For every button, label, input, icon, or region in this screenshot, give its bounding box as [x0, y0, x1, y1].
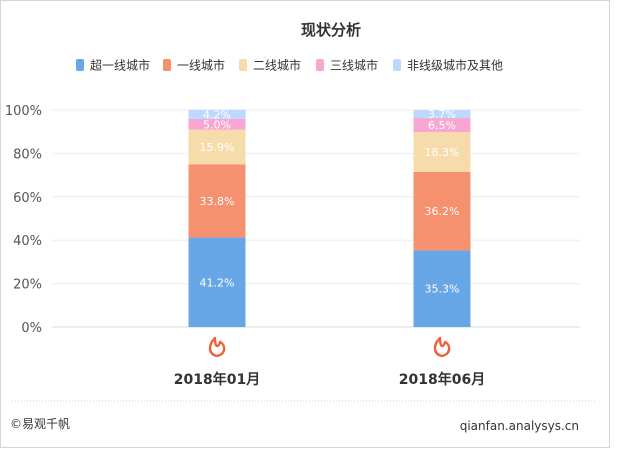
- x-axis: 2018年01月 2018年06月: [174, 336, 485, 388]
- data-label: 33.8%: [200, 195, 235, 208]
- data-label: 36.2%: [425, 205, 460, 218]
- y-tick-label: 0%: [21, 321, 42, 336]
- legend-label: 二线城市: [253, 58, 301, 73]
- flame-logo-icon: [208, 336, 226, 358]
- chart-legend: 超一线城市 一线城市 二线城市 三线城市 非线级城市及其他: [76, 58, 503, 73]
- chart-frame: [0, 0, 610, 448]
- legend-swatch: [163, 59, 171, 71]
- chart-grid: [52, 109, 580, 328]
- bar-segment: [188, 129, 246, 165]
- bar-segment: [413, 110, 471, 119]
- y-tick-label: 60%: [13, 191, 42, 206]
- bar-segment: [188, 237, 246, 327]
- chart-title: 现状分析: [301, 21, 361, 39]
- data-label: 5.0%: [203, 118, 231, 131]
- legend-label: 一线城市: [177, 58, 225, 73]
- bar-segment: [413, 250, 471, 327]
- x-category-label: 2018年01月: [174, 371, 260, 388]
- data-label: 3.7%: [428, 108, 456, 121]
- legend-label: 超一线城市: [90, 58, 150, 73]
- website-text: qianfan.analysys.cn: [460, 419, 579, 433]
- x-category-label: 2018年06月: [399, 371, 485, 388]
- legend-swatch: [239, 59, 247, 71]
- data-label: 6.5%: [428, 119, 456, 132]
- bar-segment: [413, 118, 471, 133]
- bar-segment: [188, 118, 246, 130]
- data-label: 18.3%: [425, 146, 460, 159]
- y-tick-label: 100%: [5, 104, 42, 119]
- y-tick-label: 20%: [13, 278, 42, 293]
- data-label: 35.3%: [425, 283, 460, 296]
- data-label: 15.9%: [200, 141, 235, 154]
- legend-label: 非线级城市及其他: [407, 58, 503, 73]
- copyright-text: ©易观千帆: [10, 416, 70, 431]
- y-tick-label: 80%: [13, 147, 42, 162]
- chart-bars: 41.2% 33.8% 15.9% 5.0%4.2% 35.3% 36.2% 18.3% 6.…: [188, 108, 471, 327]
- y-axis: 0% 20% 40% 60% 80% 100%: [5, 104, 42, 336]
- bar-segment: [413, 132, 471, 172]
- flame-logo-icon: [433, 336, 451, 358]
- legend-label: 三线城市: [330, 58, 378, 73]
- data-label: 4.2%: [203, 108, 231, 121]
- legend-swatch: [76, 59, 84, 71]
- data-label: 41.2%: [200, 276, 235, 289]
- legend-swatch: [393, 59, 401, 71]
- legend-swatch: [316, 59, 324, 71]
- y-tick-label: 40%: [13, 234, 42, 249]
- bar-segment: [188, 164, 246, 238]
- bar-segment: [413, 171, 471, 251]
- bar-segment: [188, 109, 246, 119]
